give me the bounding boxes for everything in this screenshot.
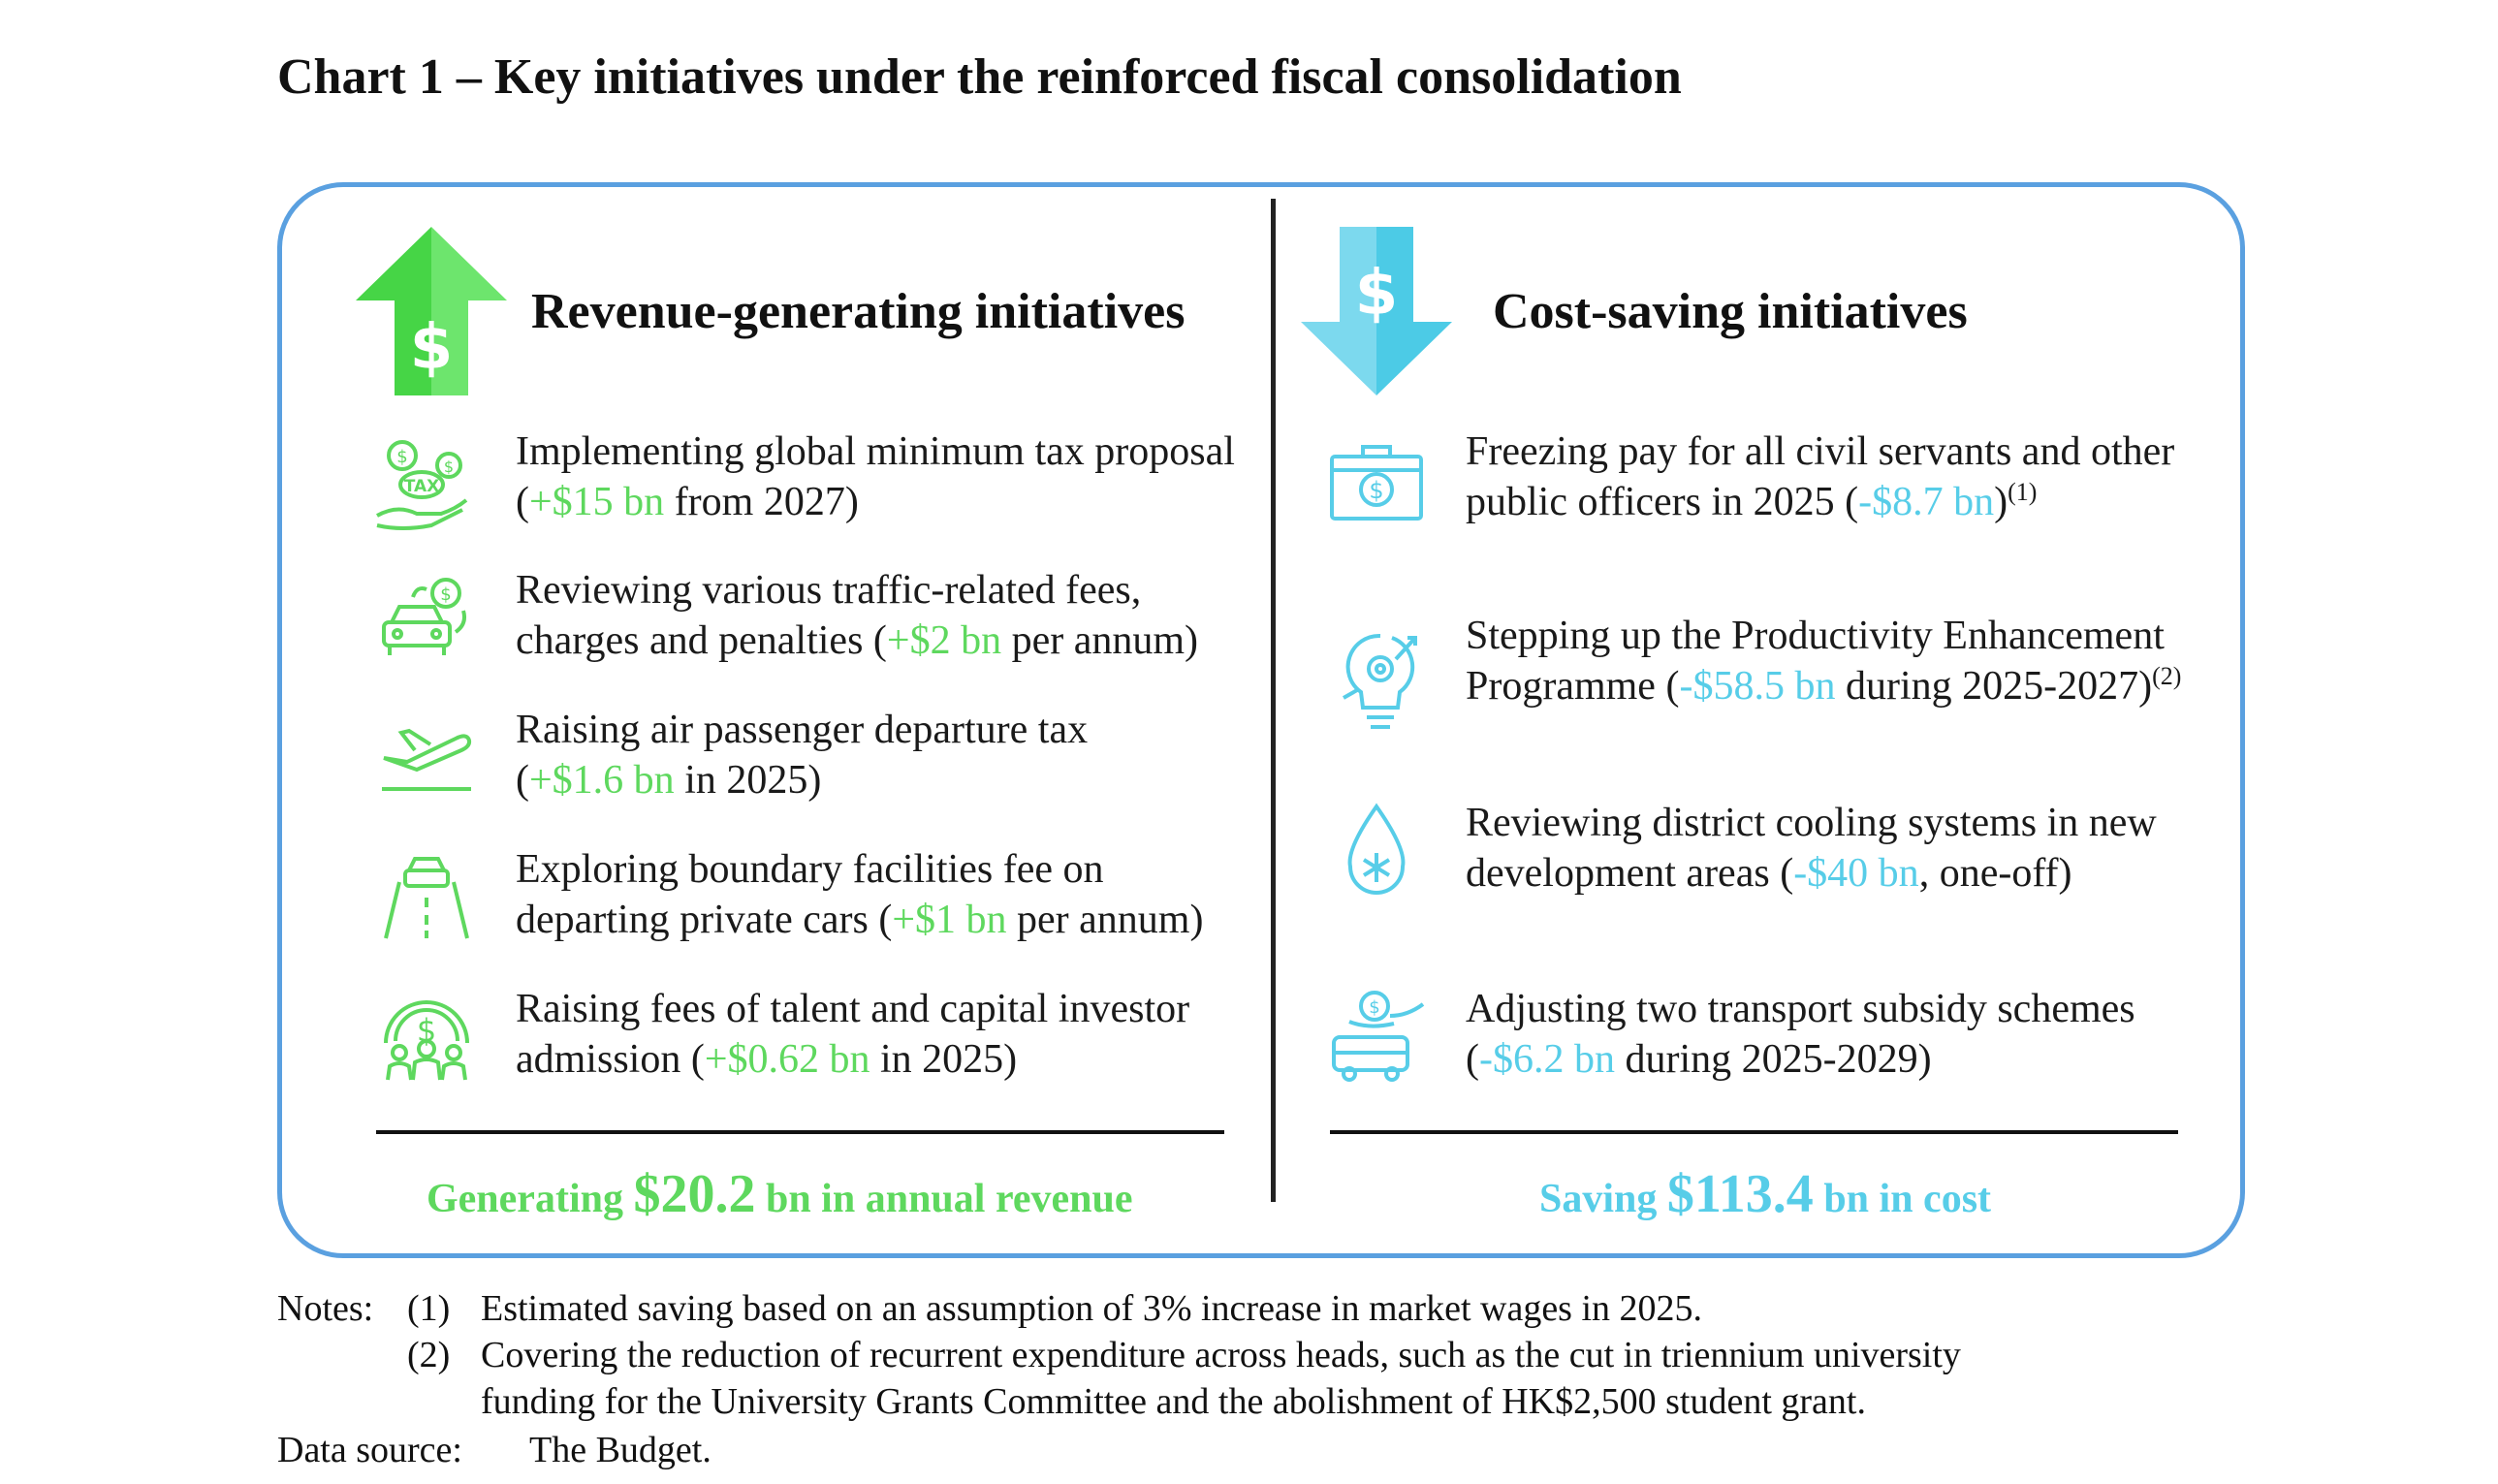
revenue-heading: Revenue-generating initiatives [531, 284, 1186, 339]
note-2-text-line2: funding for the University Grants Commit… [481, 1381, 1866, 1422]
note-2-text-line1: Covering the reduction of recurrent expe… [481, 1335, 1961, 1375]
cost-item-2: Stepping up the Productivity Enhancement… [1466, 614, 2182, 709]
cost-total: Saving $113.4 bn in cost [1539, 1164, 1992, 1224]
tax-coins-hand-icon: TAX $ $ [376, 440, 468, 530]
svg-text:$: $ [417, 1012, 436, 1049]
revenue-total: Generating $20.2 bn in annual revenue [427, 1164, 1133, 1224]
snowflake-drop-icon [1347, 803, 1406, 895]
bus-dollar-icon: $ [1332, 991, 1425, 1082]
svg-text:$: $ [1369, 997, 1379, 1018]
revenue-item-4: Exploring boundary facilities fee on dep… [516, 847, 1204, 942]
lightbulb-gear-icon [1343, 633, 1417, 729]
people-dollar-icon: $ [384, 1000, 469, 1081]
revenue-item-1: Implementing global minimum tax proposal… [516, 429, 1235, 524]
revenue-item-2: Reviewing various traffic-related fees, … [516, 568, 1199, 663]
cost-total-rule [1330, 1130, 2178, 1134]
dollar-down-arrow-icon: $ [1301, 227, 1452, 395]
note-1-number: (1) [407, 1288, 451, 1329]
svg-text:$: $ [1369, 477, 1383, 504]
revenue-item-3: Raising air passenger departure tax (+$1… [516, 708, 1089, 803]
svg-text:$: $ [444, 458, 454, 476]
data-source-text: The Budget. [529, 1430, 711, 1470]
data-source-label: Data source: [277, 1430, 462, 1470]
svg-text:$: $ [440, 584, 451, 605]
revenue-total-rule [376, 1130, 1224, 1134]
car-road-icon [384, 857, 469, 939]
svg-text:$: $ [396, 447, 407, 467]
cost-item-4: Adjusting two transport subsidy schemes … [1466, 987, 2135, 1082]
airplane-takeoff-icon [382, 728, 472, 791]
note-2-number: (2) [407, 1335, 451, 1375]
note-1-text: Estimated saving based on an assumption … [481, 1288, 1703, 1329]
revenue-item-5: Raising fees of talent and capital inves… [516, 987, 1190, 1082]
cost-heading: Cost-saving initiatives [1493, 284, 1968, 339]
cost-item-1: Freezing pay for all civil servants and … [1466, 429, 2175, 524]
svg-text:TAX: TAX [404, 477, 440, 496]
dollar-up-arrow-icon: $ [356, 227, 507, 395]
column-divider [1271, 199, 1276, 1202]
chart-title: Chart 1 – Key initiatives under the rein… [277, 49, 1682, 105]
svg-text:$: $ [1355, 258, 1399, 330]
svg-text:$: $ [410, 312, 454, 384]
car-dollar-icon: $ [382, 578, 466, 655]
initiatives-panel [277, 182, 2245, 1258]
cost-item-3: Reviewing district cooling systems in ne… [1466, 801, 2157, 896]
notes-label: Notes: [277, 1288, 374, 1329]
briefcase-dollar-icon: $ [1330, 445, 1423, 521]
